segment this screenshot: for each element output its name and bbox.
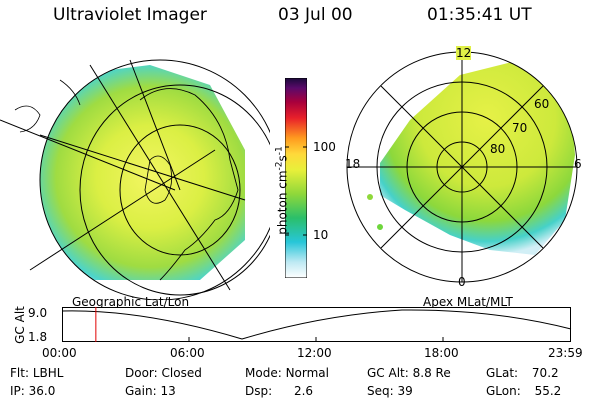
altitude-ylabel: GC Alt — [13, 306, 27, 344]
observation-time: 01:35:41 UT — [427, 5, 532, 25]
status-door: Door: Closed — [125, 366, 202, 380]
altitude-plot — [62, 307, 572, 342]
observation-date: 03 Jul 00 — [278, 5, 353, 25]
right-panel-caption: Apex MLat/MLT — [423, 295, 513, 309]
left-panel-caption: Geographic Lat/Lon — [72, 295, 190, 309]
x-tick-1200: 12:00 — [297, 346, 332, 360]
status-flt: Flt: LBHL — [10, 366, 64, 380]
colorbar-label: photon cm-2s-1 — [274, 146, 290, 235]
x-tick-0000: 00:00 — [42, 346, 77, 360]
x-tick-0600: 06:00 — [170, 346, 205, 360]
mlt-label-0: 0 — [458, 275, 466, 289]
colorbar-tick-100: 100 — [313, 140, 336, 154]
mlat-label-80: 80 — [490, 142, 506, 156]
mlt-label-18: 18 — [345, 157, 361, 171]
status-gcalt: GC Alt: 8.8 Re — [367, 366, 451, 380]
instrument-title: Ultraviolet Imager — [53, 5, 207, 25]
x-tick-2359: 23:59 — [548, 346, 583, 360]
mlt-label-6: 6 — [574, 157, 582, 171]
mlat-label-70: 70 — [512, 121, 528, 135]
altitude-ymax: 9.0 — [28, 306, 48, 320]
status-dsp: Dsp: 2.6 — [245, 384, 314, 398]
status-glon: GLon: 55.2 — [486, 384, 562, 398]
status-gain: Gain: 13 — [125, 384, 176, 398]
status-mode: Mode: Normal — [245, 366, 329, 380]
x-tick-1800: 18:00 — [424, 346, 459, 360]
status-glat: GLat: 70.2 — [486, 366, 559, 380]
mlat-label-60: 60 — [534, 97, 550, 111]
colorbar — [285, 78, 307, 278]
status-ip: IP: 36.0 — [10, 384, 56, 398]
colorbar-tick-10: 10 — [313, 228, 329, 242]
mlt-label-12: 12 — [456, 46, 472, 60]
apex-polar-image — [346, 51, 578, 283]
altitude-ymin: 1.8 — [28, 330, 48, 344]
geographic-image — [0, 59, 270, 300]
status-seq: Seq: 39 — [367, 384, 413, 398]
